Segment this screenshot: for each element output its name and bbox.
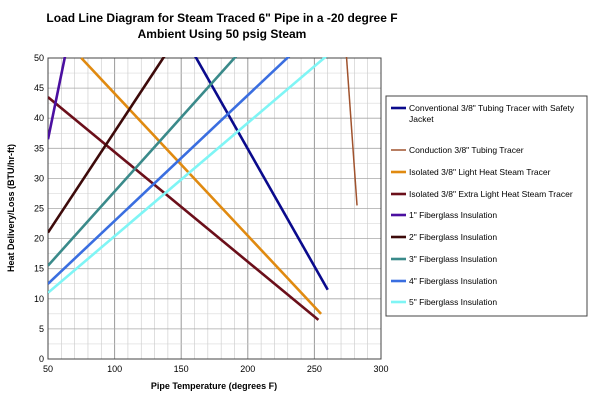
x-tick-label: 50 <box>43 364 53 374</box>
x-tick-label: 100 <box>107 364 122 374</box>
y-tick-label: 10 <box>34 294 44 304</box>
legend-label-9: 5" Fiberglass Insulation <box>409 297 497 307</box>
x-axis-label: Pipe Temperature (degrees F) <box>151 381 277 391</box>
legend-box <box>385 95 588 317</box>
series-line-2 <box>345 57 358 206</box>
legend-label-8: 4" Fiberglass Insulation <box>409 276 497 286</box>
legend-label-7: 3" Fiberglass Insulation <box>409 254 497 264</box>
y-tick-label: 50 <box>34 53 44 63</box>
y-tick-label: 25 <box>34 204 44 214</box>
x-tick-label: 200 <box>240 364 255 374</box>
y-tick-label: 30 <box>34 173 44 183</box>
plot-area <box>47 57 382 360</box>
series-line-1 <box>194 57 329 291</box>
legend-label-5: 1" Fiberglass Insulation <box>409 210 497 220</box>
x-tick-label: 300 <box>373 364 388 374</box>
y-axis-label: Heat Delivery/Loss (BTU/hr-ft) <box>6 144 16 272</box>
series-line-7 <box>48 57 238 267</box>
series-group <box>48 57 358 321</box>
series-line-8 <box>48 57 291 285</box>
series-line-5 <box>48 57 67 140</box>
chart-title-line2: Ambient Using 50 psig Steam <box>138 27 307 41</box>
legend-label-1: Conventional 3/8" Tubing Tracer with Saf… <box>409 103 575 124</box>
x-tick-label: 250 <box>307 364 322 374</box>
x-tick-label: 150 <box>174 364 189 374</box>
legend: Conventional 3/8" Tubing Tracer with Saf… <box>391 103 575 307</box>
chart-title-line1: Load Line Diagram for Steam Traced 6" Pi… <box>46 11 397 25</box>
series-line-3 <box>80 57 323 315</box>
y-tick-label: 35 <box>34 143 44 153</box>
y-tick-label: 20 <box>34 234 44 244</box>
series-line-6 <box>48 57 166 234</box>
series-line-9 <box>48 57 328 294</box>
legend-label-4: Isolated 3/8" Extra Light Heat Steam Tra… <box>409 189 573 199</box>
y-tick-label: 15 <box>34 264 44 274</box>
series-line-4 <box>48 96 320 321</box>
legend-label-2: Conduction 3/8" Tubing Tracer <box>409 145 524 155</box>
legend-label-6: 2" Fiberglass Insulation <box>409 232 497 242</box>
y-tick-label: 0 <box>39 354 44 364</box>
y-tick-label: 5 <box>39 324 44 334</box>
tick-labels: 50 100 150 200 250 300 0 5 10 15 20 25 30 35 40 45 50 <box>34 53 389 374</box>
y-tick-label: 40 <box>34 113 44 123</box>
legend-label-3: Isolated 3/8" Light Heat Steam Tracer <box>409 167 551 177</box>
y-tick-label: 45 <box>34 83 44 93</box>
